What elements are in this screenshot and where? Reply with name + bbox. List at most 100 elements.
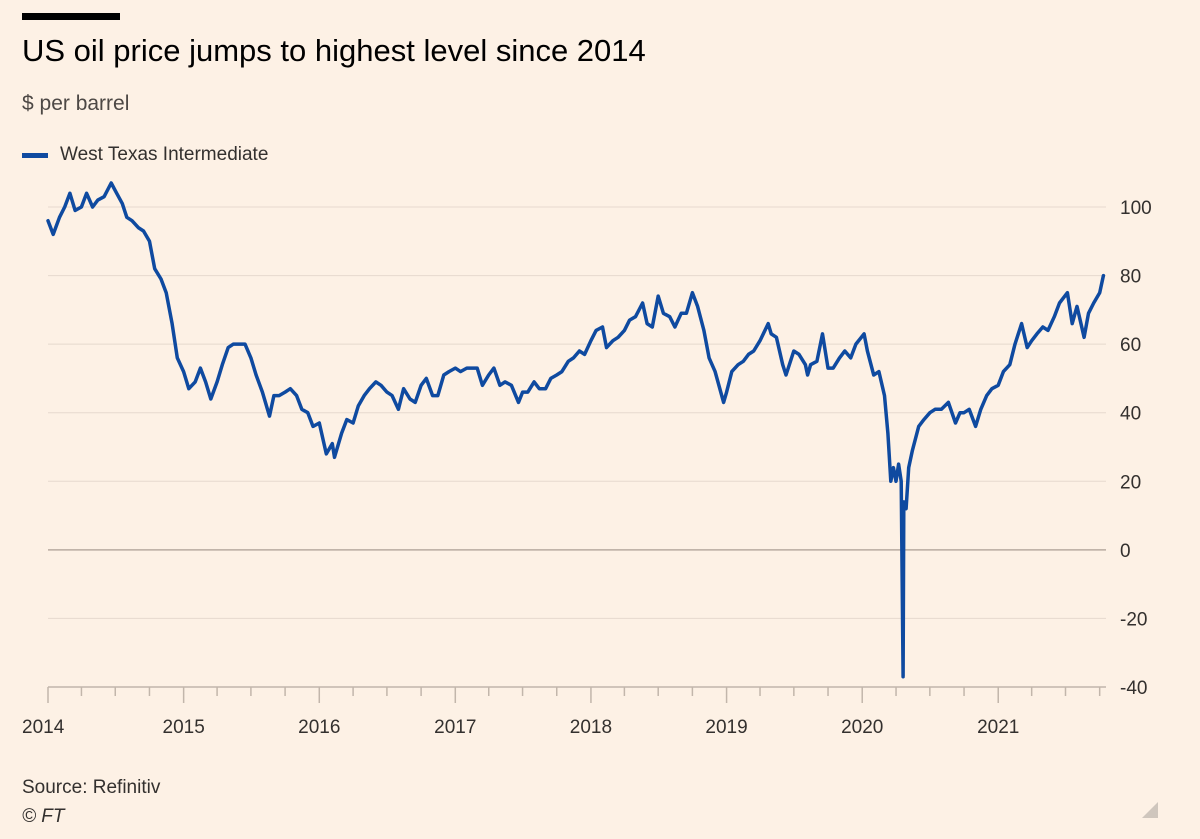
data-point [306,411,309,414]
data-point [91,205,94,209]
data-point [199,366,202,370]
data-point [560,370,564,373]
data-point [730,370,733,373]
y-tick-label: 0 [1120,541,1131,562]
data-point [583,353,586,356]
data-point [363,394,366,397]
data-point [680,312,683,315]
data-point [374,380,377,384]
data-point [58,216,61,219]
data-point [862,332,866,336]
data-point [130,219,134,222]
data-point [877,370,881,373]
data-point [109,181,113,185]
data-point [605,346,608,349]
data-point [442,373,445,377]
data-point [331,442,334,445]
data-point [277,394,281,397]
data-point [517,401,520,404]
data-point [775,336,778,339]
data-point [806,373,809,377]
data-point [634,315,637,318]
data-point [249,356,253,360]
data-point [465,366,469,370]
data-point [832,366,835,370]
data-point [187,387,191,390]
data-point [747,353,750,356]
data-point [498,384,502,387]
data-point [894,480,898,483]
data-point [1046,329,1050,332]
data-point [843,349,846,353]
data-point [510,384,513,387]
data-point [954,421,957,425]
data-point [849,356,852,360]
data-point [272,394,276,397]
data-point [176,356,179,360]
data-point [645,322,649,325]
data-point [691,291,694,294]
data-point [125,216,128,219]
data-point [784,373,788,377]
data-point [102,195,106,198]
data-point [1098,291,1101,294]
data-point [385,390,389,394]
data-point [725,390,728,394]
data-point [1075,305,1079,308]
data-point [892,466,895,469]
x-tick-label: 2021 [977,717,1019,738]
data-point [752,349,755,353]
data-point [1008,363,1011,366]
data-point [379,384,383,387]
data-point [46,219,50,222]
data-point [142,229,145,233]
data-point [1058,301,1061,305]
x-tick-label: 2017 [434,717,476,738]
data-point [80,205,83,209]
data-point [1066,291,1069,294]
data-point [153,267,156,270]
data-point [63,205,66,209]
data-point [997,384,1000,387]
data-point [526,390,529,394]
x-tick-label: 2014 [22,717,65,738]
data-point [907,466,910,469]
data-point [696,305,699,308]
data-point [594,329,598,332]
data-point [345,418,348,421]
chart-subtitle: $ per barrel [22,92,130,115]
data-point [1082,336,1086,339]
chart-legend: West Texas Intermediate [22,144,268,166]
resize-handle-icon[interactable] [1142,802,1158,818]
data-point [289,387,292,390]
data-point [481,384,484,387]
data-point [685,312,688,315]
data-point [766,322,770,325]
data-point [73,209,77,212]
data-point [797,353,801,356]
data-point [601,325,604,329]
data-point [419,384,423,387]
legend-swatch [22,152,48,158]
data-point [390,394,394,397]
data-point [492,366,496,370]
data-point [904,507,908,510]
data-point [549,377,553,380]
data-point [641,301,644,305]
x-tick-label: 2020 [841,717,883,738]
data-point [1087,312,1090,315]
data-point [436,394,440,397]
data-point [459,370,462,373]
data-point [333,456,336,459]
data-point [227,346,230,349]
data-point [815,360,819,363]
data-point [628,318,631,322]
data-point [121,202,124,205]
data-point [209,397,212,401]
legend-label: West Texas Intermediate [60,144,269,165]
data-point [886,432,890,435]
data-point [532,380,536,384]
data-point [897,462,900,466]
data-point [713,370,717,373]
data-point [221,363,224,366]
